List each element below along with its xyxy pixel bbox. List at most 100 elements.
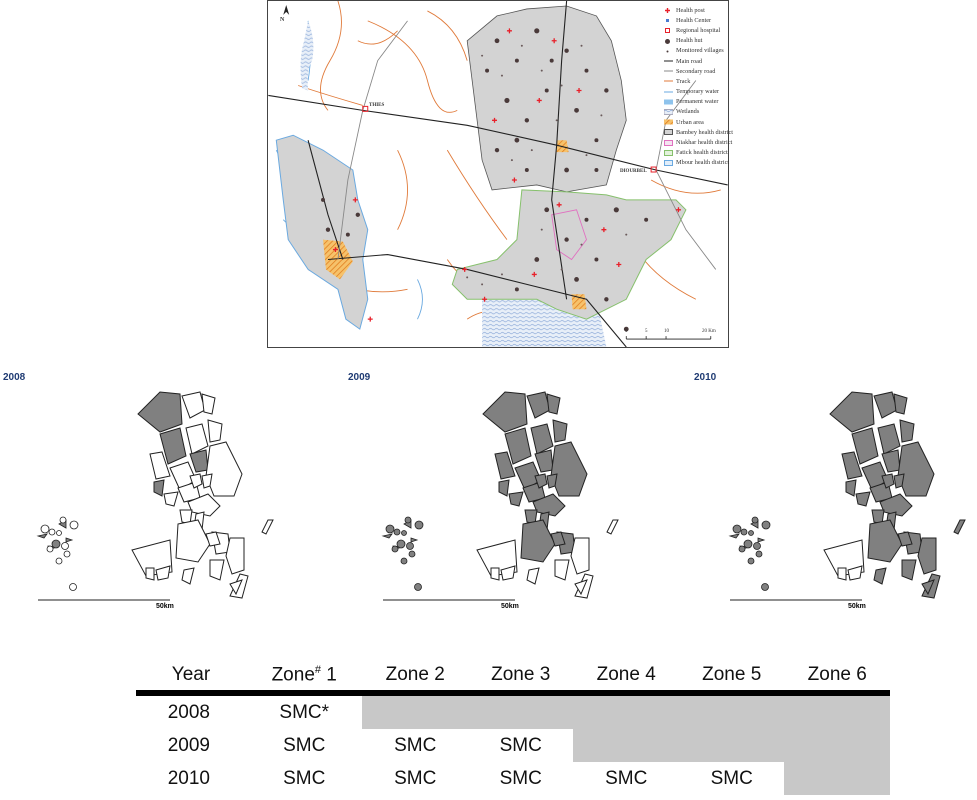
bambey-district (466, 5, 627, 193)
zone-polygon (381, 533, 393, 539)
zone-polygon (855, 491, 871, 507)
hatched-orange-icon (664, 119, 673, 125)
table-cell: SMC (283, 767, 326, 789)
zone-polygon (757, 537, 766, 543)
zone-polygon (823, 539, 865, 577)
secondary-roads (337, 20, 717, 270)
table-cell: SMC (283, 734, 326, 756)
health-post-markers (332, 28, 681, 322)
zone-polygon (482, 391, 528, 433)
zone-circle (732, 524, 742, 534)
legend-item-secondary-road: Secondary road (664, 66, 726, 76)
col-header-zone-5: Zone 5 (678, 660, 785, 696)
zone-circle (761, 583, 769, 591)
zone-word: Zone (271, 664, 315, 686)
zone-circle (59, 516, 67, 524)
row-year: 2009 (167, 734, 210, 756)
zone-polygon (490, 567, 500, 581)
zone-polygon (229, 579, 243, 596)
zone-circle (396, 539, 406, 549)
zone-polygon (534, 449, 554, 473)
zone-circle (404, 516, 412, 524)
zone-polygon (534, 473, 548, 489)
zone-polygon (65, 537, 74, 543)
zone-circle (55, 557, 63, 565)
row-year: 2008 (167, 701, 210, 723)
legend-item-urban-area: Urban area (664, 117, 726, 127)
mbour-district (275, 134, 369, 330)
scale-label-5: 5 (645, 329, 648, 334)
legend-label: Monitored villages (676, 47, 724, 55)
zone-polygon (225, 537, 245, 575)
lightblue-box-icon (664, 159, 673, 166)
col-header-zone-4: Zone 4 (573, 660, 679, 696)
zone-polygon (574, 579, 588, 596)
study-area-map: N THIES DIOURBEL 0 5 10 20 Km Health pos… (267, 0, 733, 348)
zone-polygon (530, 423, 554, 455)
legend-item-health-center: Health Center (664, 15, 726, 25)
scale-label-10: 10 (664, 329, 669, 334)
zone-polygon (867, 519, 903, 563)
zone-circle (406, 542, 414, 550)
legend-item-wetlands: Wetlands (664, 107, 726, 117)
zone-polygon (181, 567, 195, 585)
map-canvas (268, 1, 728, 347)
zone-polygon (893, 393, 908, 415)
zone-polygon (201, 393, 216, 415)
table-cell (784, 762, 890, 795)
gray-line-icon (664, 68, 673, 74)
zone-map-canvas-2010: 50km (728, 391, 966, 610)
monitored-village-markers (466, 44, 628, 286)
table-cell: SMC (499, 767, 542, 789)
col-header-zone-1: Zone# 1 (246, 660, 363, 696)
small-dot-icon (664, 48, 673, 54)
zone-polygon (901, 559, 917, 581)
legend-item-fatick: Fatick health district (664, 148, 728, 158)
zone-circle (56, 530, 62, 536)
zone-polygon (837, 567, 847, 581)
zone-polygon (209, 559, 225, 581)
legend-item-health-hut: Health hut (664, 36, 726, 46)
table-cell: SMC (710, 767, 753, 789)
scale-label-0: 0 (625, 329, 628, 334)
zone-polygon (36, 533, 48, 539)
col-header-zone-6: Zone 6 (784, 660, 890, 696)
zone-polygon (526, 391, 551, 419)
zone-circle (46, 545, 54, 553)
blue-line-icon (664, 89, 673, 95)
zone-circle (748, 530, 754, 536)
thies-hospital-marker (362, 105, 369, 112)
zone-polygon (500, 565, 516, 581)
diourbel-hospital-marker (650, 166, 657, 173)
zone-polygon (189, 449, 209, 473)
zone-polygon (181, 391, 206, 419)
zone-map-2009: 50km (375, 384, 620, 610)
table-cell: SMC (605, 767, 648, 789)
zone-polygon (897, 441, 935, 497)
zone-polygon (494, 451, 516, 480)
row-year: 2010 (167, 767, 210, 789)
zone-polygon (899, 419, 915, 443)
legend-label: Fatick health district (676, 149, 728, 157)
zone-polygon (205, 531, 221, 547)
legend-label: Wetlands (676, 108, 700, 116)
zone-circle (408, 550, 416, 558)
zone-polygon (877, 423, 901, 455)
blue-fill-icon (664, 99, 673, 105)
legend-label: Bambey health district (676, 128, 734, 136)
black-line-icon (664, 58, 673, 64)
north-label: N (280, 17, 285, 23)
scale-label: 50km (848, 603, 866, 610)
zone-polygon (163, 491, 179, 507)
zone-polygon (261, 519, 274, 535)
wetlands-strip (300, 20, 314, 91)
legend-item-niakhar: Niakhar health district (664, 137, 732, 147)
map-legend: Health post Health Center Regional hospi… (664, 5, 733, 168)
zone-circle (738, 545, 746, 553)
zone-circle (414, 520, 424, 530)
zone-polygon (504, 427, 532, 465)
legend-label: Regional hospital (676, 26, 721, 34)
zone-circle (393, 528, 401, 536)
zone-polygon (829, 391, 875, 433)
zone-polygon (137, 391, 183, 433)
